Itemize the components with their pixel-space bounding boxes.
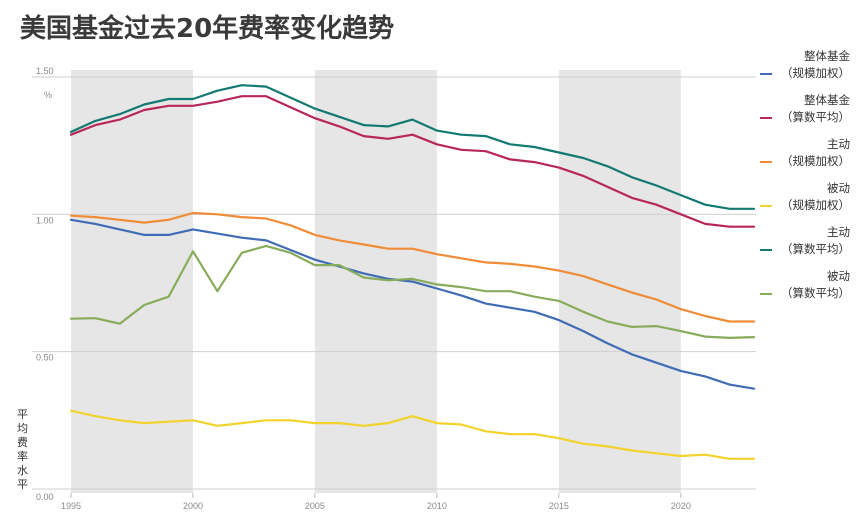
legend-label: 被动 — [827, 269, 850, 283]
series-lines — [69, 84, 756, 460]
legend-label: （规模加权） — [781, 154, 850, 168]
y-axis-label-char: 率 — [17, 449, 28, 463]
y-unit-label: % — [44, 90, 52, 100]
series-line-1 — [69, 95, 756, 228]
legend-label: 主动 — [827, 137, 850, 151]
legend-label: 整体基金 — [804, 49, 850, 63]
shaded-bands — [71, 70, 681, 493]
shaded-band-0 — [71, 70, 193, 493]
y-axis-label-char: 平 — [17, 408, 28, 421]
legend-label: 主动 — [827, 225, 850, 239]
chart-title: 美国基金过去20年费率变化趋势 — [20, 13, 394, 44]
x-tick-label: 2020 — [671, 501, 691, 511]
y-axis-label-char: 水 — [17, 464, 28, 477]
legend-label: （算数平均） — [781, 286, 850, 300]
y-tick-labels: 0.00 0.50 1.00 1.50% — [36, 66, 54, 502]
shaded-band-1 — [314, 70, 437, 493]
y-axis-label-char: 均 — [17, 422, 28, 435]
y-axis-label-char: 平 — [17, 478, 28, 491]
series-line-5 — [69, 244, 756, 339]
legend-label: （算数平均） — [781, 242, 850, 256]
legend: 整体基金 （规模加权） 整体基金 （算数平均） 主动 （规模加权） 被动 （规模加权） 主动 （算… — [760, 49, 850, 300]
x-tick-label: 2010 — [427, 501, 447, 511]
gridlines — [32, 76, 756, 490]
x-tick-label: 2000 — [183, 501, 203, 511]
legend-label: （算数平均） — [781, 110, 850, 124]
y-tick-label: 0.50 — [36, 353, 54, 363]
legend-label: （规模加权） — [781, 66, 850, 80]
series-line-3 — [69, 409, 756, 460]
y-tick-label: 1.50 — [36, 66, 54, 76]
x-tick-label: 2015 — [549, 501, 569, 511]
x-tick-label: 1995 — [61, 501, 81, 511]
shaded-band-2 — [558, 70, 681, 493]
x-tick-labels: 1995 2000 2005 2010 2015 2020 — [61, 493, 691, 511]
series-line-4 — [69, 84, 756, 210]
y-axis-label-char: 费 — [17, 436, 28, 449]
legend-label: 整体基金 — [804, 93, 850, 107]
legend-label: 被动 — [827, 181, 850, 195]
y-tick-label: 1.00 — [36, 215, 54, 225]
y-tick-label: 0.00 — [36, 492, 54, 502]
series-line-2 — [69, 211, 756, 323]
series-line-0 — [69, 218, 756, 390]
x-tick-label: 2005 — [305, 501, 325, 511]
legend-label: （规模加权） — [781, 198, 850, 212]
